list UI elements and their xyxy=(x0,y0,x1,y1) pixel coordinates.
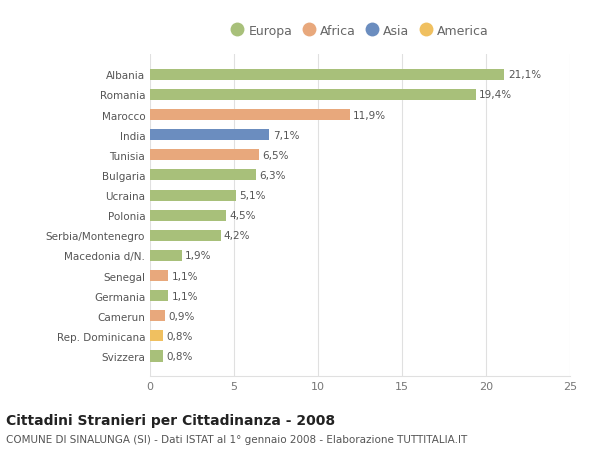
Text: 7,1%: 7,1% xyxy=(272,130,299,140)
Text: 5,1%: 5,1% xyxy=(239,190,266,201)
Text: 0,9%: 0,9% xyxy=(169,311,195,321)
Bar xyxy=(150,330,163,341)
Text: 6,5%: 6,5% xyxy=(263,151,289,161)
Text: 0,8%: 0,8% xyxy=(167,351,193,361)
Bar xyxy=(150,351,163,362)
Bar xyxy=(150,90,476,101)
Text: 4,2%: 4,2% xyxy=(224,231,250,241)
Bar xyxy=(150,150,259,161)
Bar xyxy=(150,311,165,322)
Bar xyxy=(150,190,236,201)
Text: COMUNE DI SINALUNGA (SI) - Dati ISTAT al 1° gennaio 2008 - Elaborazione TUTTITAL: COMUNE DI SINALUNGA (SI) - Dati ISTAT al… xyxy=(6,434,467,444)
Bar xyxy=(150,270,169,281)
Legend: Europa, Africa, Asia, America: Europa, Africa, Asia, America xyxy=(226,20,494,43)
Bar xyxy=(150,170,256,181)
Bar xyxy=(150,130,269,141)
Text: 19,4%: 19,4% xyxy=(479,90,512,100)
Text: 21,1%: 21,1% xyxy=(508,70,541,80)
Bar xyxy=(150,291,169,302)
Text: 1,9%: 1,9% xyxy=(185,251,212,261)
Bar xyxy=(150,110,350,121)
Bar xyxy=(150,250,182,262)
Text: Cittadini Stranieri per Cittadinanza - 2008: Cittadini Stranieri per Cittadinanza - 2… xyxy=(6,413,335,427)
Text: 1,1%: 1,1% xyxy=(172,271,199,281)
Text: 4,5%: 4,5% xyxy=(229,211,256,221)
Text: 1,1%: 1,1% xyxy=(172,291,199,301)
Text: 6,3%: 6,3% xyxy=(259,171,286,180)
Text: 11,9%: 11,9% xyxy=(353,110,386,120)
Bar xyxy=(150,230,221,241)
Bar xyxy=(150,210,226,221)
Bar xyxy=(150,70,505,81)
Text: 0,8%: 0,8% xyxy=(167,331,193,341)
